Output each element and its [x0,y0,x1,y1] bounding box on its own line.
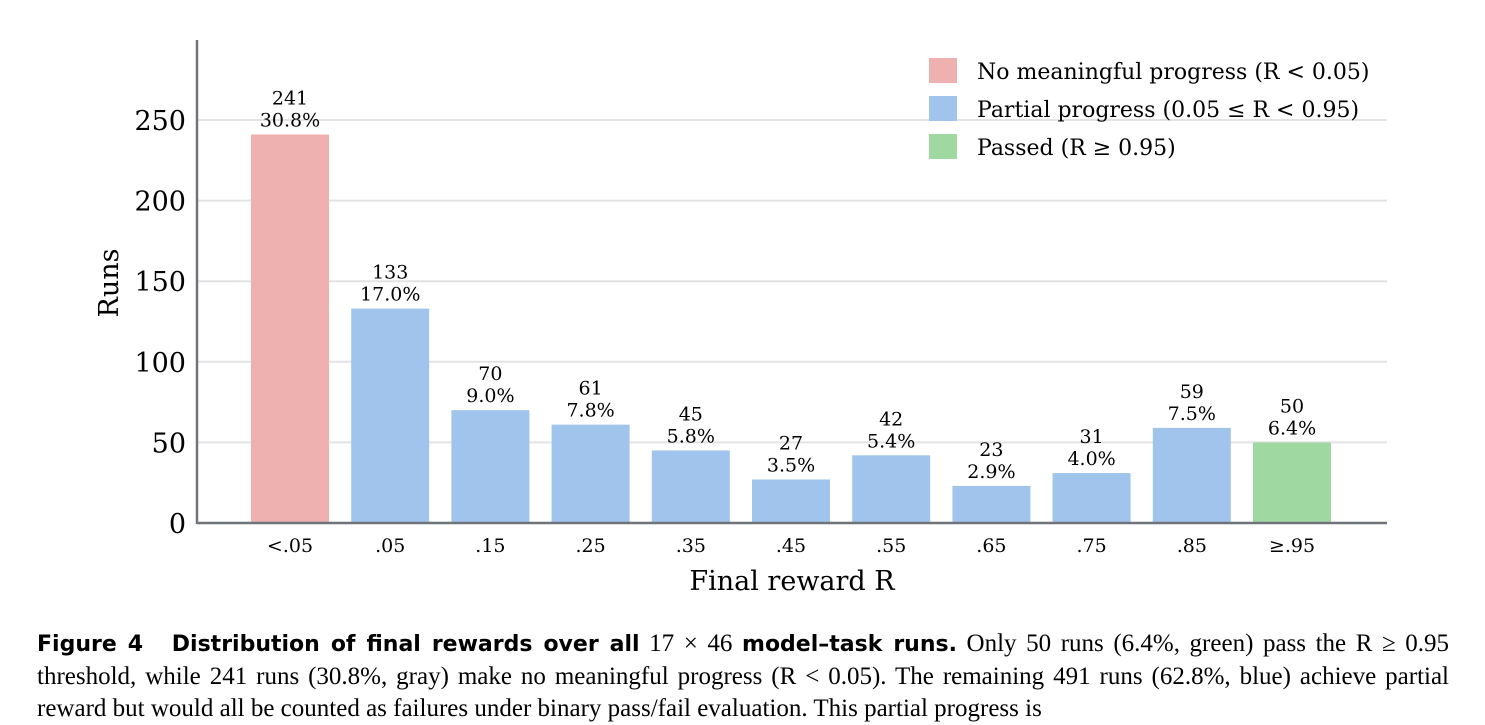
bar-count-label: 61 [579,378,603,400]
bar [1052,473,1131,523]
caption-title-math: 17 × 46 [649,630,733,657]
x-tick-label: .65 [976,535,1006,557]
bar-count-label: 23 [979,439,1003,461]
bar [451,410,530,523]
legend-entry-label: Passed (R ≥ 0.95) [977,136,1176,161]
bar-percent-label: 4.0% [1067,448,1115,470]
x-tick-label: .75 [1076,535,1106,557]
bar [251,134,329,523]
bar [852,455,931,523]
bar-percent-label: 2.9% [967,461,1015,483]
bar [952,485,1031,523]
legend: No meaningful progress (R < 0.05) Partial… [929,58,1369,161]
bar-count-label: 50 [1280,395,1304,417]
bar-count-label: 27 [779,432,803,454]
x-tick-label: .55 [876,535,906,557]
x-tick-label: <.05 [267,535,313,557]
bar-percent-label: 3.5% [767,454,815,476]
bars [251,134,1331,523]
bar [1152,427,1231,523]
y-tick-label: 50 [152,428,186,459]
figure-caption: Figure 4 Distribution of final rewards o… [37,628,1449,725]
bar-percent-label: 5.4% [867,430,915,452]
legend-swatch [929,96,957,121]
bar [651,450,730,523]
legend-entry-label: No meaningful progress (R < 0.05) [977,60,1369,85]
bar-percent-label: 9.0% [466,385,514,407]
x-tick-label: .45 [776,535,806,557]
bar-count-label: 241 [272,88,308,110]
y-axis-label: Runs [94,249,125,318]
caption-title-end: model–task runs. [742,632,957,657]
legend-entry-label: Partial progress (0.05 ≤ R < 0.95) [977,98,1359,123]
x-tick-label: .35 [676,535,706,557]
bar-count-label: 70 [478,363,502,385]
caption-title: Distribution of final rewards over all [171,632,640,657]
bar-count-label: 59 [1180,381,1204,403]
bar-percent-label: 7.5% [1168,403,1216,425]
bar-count-label: 31 [1080,426,1104,448]
bar [752,479,830,523]
bar-percent-label: 30.8% [260,110,320,132]
x-tick-label: .25 [575,535,605,557]
x-tick-label: .05 [375,535,405,557]
y-tick-label: 150 [134,267,186,298]
x-tick-label: .85 [1177,535,1207,557]
x-tick-label: .15 [475,535,505,557]
bar-count-label: 42 [879,408,903,430]
bar-percent-label: 7.8% [566,400,614,422]
bar-percent-label: 17.0% [360,284,420,306]
legend-swatch [929,58,957,83]
bar [351,308,430,523]
y-tick-label: 250 [134,106,186,137]
legend-swatch [929,134,957,159]
bar-count-label: 133 [372,262,408,284]
bar [1253,442,1331,523]
y-tick-label: 100 [134,348,186,379]
bar [551,424,630,523]
y-tick-labels: 0 50 100 150 200 250 [134,106,186,540]
x-tick-labels: <.05 .05 .15 .25 .35 .45 .55 .65 .75 .85 ≥.95 [267,535,1315,557]
y-tick-label: 0 [169,509,186,540]
x-axis-label: Final reward R [689,566,895,597]
axes [195,40,1387,525]
figure-label: Figure 4 [37,632,144,657]
y-tick-label: 200 [134,187,186,218]
bar-percent-label: 6.4% [1268,417,1316,439]
bar-count-label: 45 [679,403,703,425]
bar-percent-label: 5.8% [667,425,715,447]
x-tick-label: ≥.95 [1269,535,1315,557]
